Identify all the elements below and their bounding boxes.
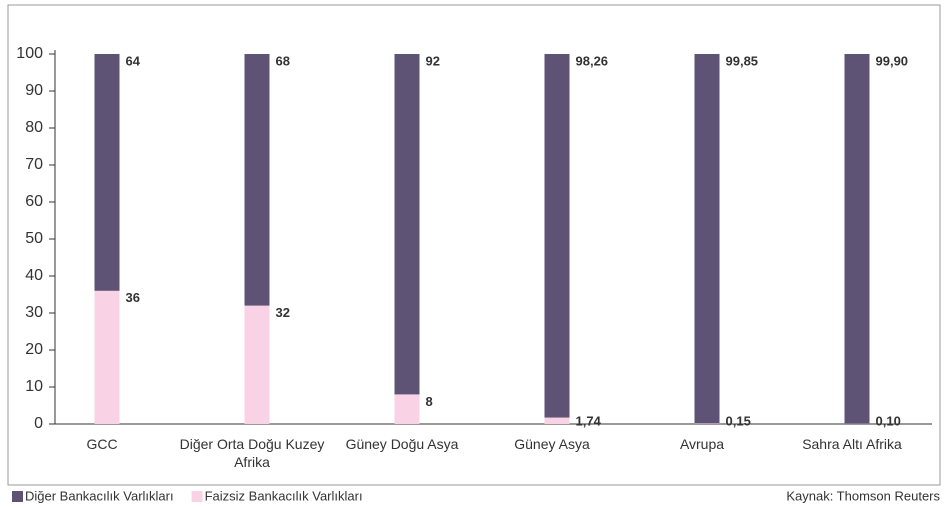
y-tick-label: 100 <box>16 45 43 62</box>
value-label: 98,26 <box>576 53 609 68</box>
value-label: 1,74 <box>576 413 602 428</box>
y-tick-label: 30 <box>25 304 43 321</box>
y-tick-label: 40 <box>25 267 43 284</box>
y-tick-label: 70 <box>25 156 43 173</box>
x-tick-label: Avrupa <box>679 436 725 452</box>
y-tick-label: 80 <box>25 119 43 136</box>
value-label: 32 <box>276 305 290 320</box>
x-tick-label: Güney Asya <box>514 436 590 452</box>
x-tick-label: Güney Doğu Asya <box>345 436 459 452</box>
value-label: 36 <box>126 290 140 305</box>
plot-frame <box>7 4 941 486</box>
bar-segment <box>844 54 870 424</box>
legend-label: Diğer Bankacılık Varlıkları <box>25 488 174 503</box>
legend-swatch <box>12 491 23 502</box>
x-tick-label: Diğer Orta Doğu Kuzey Afrika <box>179 436 325 470</box>
legend-swatch <box>191 491 203 502</box>
bar-segment <box>394 54 420 395</box>
value-label: 68 <box>276 53 290 68</box>
bar-segment <box>694 423 720 424</box>
y-tick-label: 20 <box>25 341 43 358</box>
y-tick-label: 90 <box>25 82 43 99</box>
value-label: 8 <box>426 394 433 409</box>
value-label: 99,90 <box>876 53 909 68</box>
bar-segment <box>544 54 570 418</box>
y-tick-label: 0 <box>34 415 43 432</box>
legend-label: Faizsiz Bankacılık Varlıkları <box>205 488 363 503</box>
y-tick-label: 10 <box>25 378 43 395</box>
value-label: 92 <box>426 53 440 68</box>
value-label: 0,15 <box>726 413 751 428</box>
x-tick-label: GCC <box>86 436 118 452</box>
value-label: 64 <box>126 53 141 68</box>
bar-segment <box>544 417 570 424</box>
bar-segment <box>244 54 270 306</box>
source-note: Kaynak: Thomson Reuters <box>786 488 940 503</box>
value-label: 99,85 <box>726 53 759 68</box>
y-tick-label: 60 <box>25 193 43 210</box>
bar-segment <box>244 305 270 424</box>
bar-segment <box>394 394 420 424</box>
bar-segment <box>94 54 120 291</box>
value-label: 0,10 <box>876 413 901 428</box>
x-tick-label: Sahra Altı Afrika <box>802 436 902 452</box>
bar-segment <box>94 290 120 424</box>
bar-segment <box>694 54 720 424</box>
y-tick-label: 50 <box>25 230 43 247</box>
